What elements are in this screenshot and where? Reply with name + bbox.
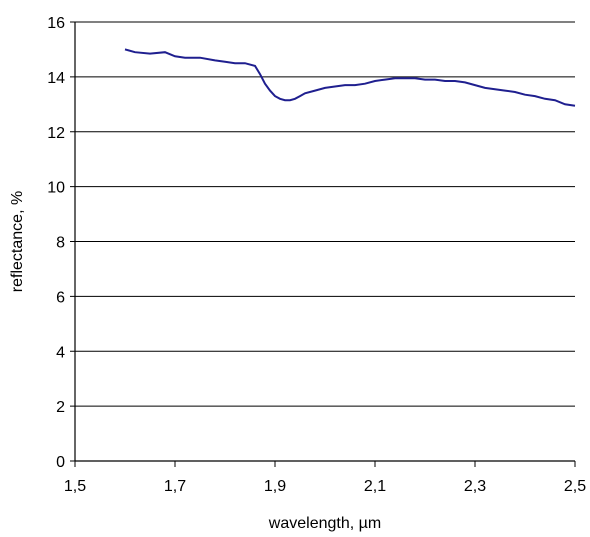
x-tick-label: 2,1: [364, 478, 386, 495]
x-tick-label: 1,7: [164, 478, 186, 495]
reflectance-series-line: [124, 48, 576, 107]
y-axis-ticks: 0 2 4 6 8 10 12 14 16: [47, 15, 75, 471]
y-tick-label: 8: [56, 235, 65, 252]
x-axis-ticks: 1,5 1,7 1,9 2,1 2,3 2,5: [64, 461, 586, 495]
y-tick-label: 12: [47, 125, 65, 142]
grid-lines: [75, 21, 575, 407]
y-tick-label: 10: [47, 180, 65, 197]
x-axis-label: wavelength, µm: [268, 515, 381, 532]
y-axis-label: reflectance, %: [9, 191, 26, 292]
y-tick-label: 6: [56, 289, 65, 306]
y-tick-label: 14: [47, 70, 65, 87]
x-tick-label: 1,9: [264, 478, 286, 495]
x-tick-label: 1,5: [64, 478, 86, 495]
x-tick-label: 2,5: [564, 478, 586, 495]
y-tick-label: 16: [47, 15, 65, 32]
x-tick-label: 2,3: [464, 478, 486, 495]
y-tick-label: 0: [56, 454, 65, 471]
y-tick-label: 4: [56, 344, 65, 361]
y-tick-label: 2: [56, 399, 65, 416]
